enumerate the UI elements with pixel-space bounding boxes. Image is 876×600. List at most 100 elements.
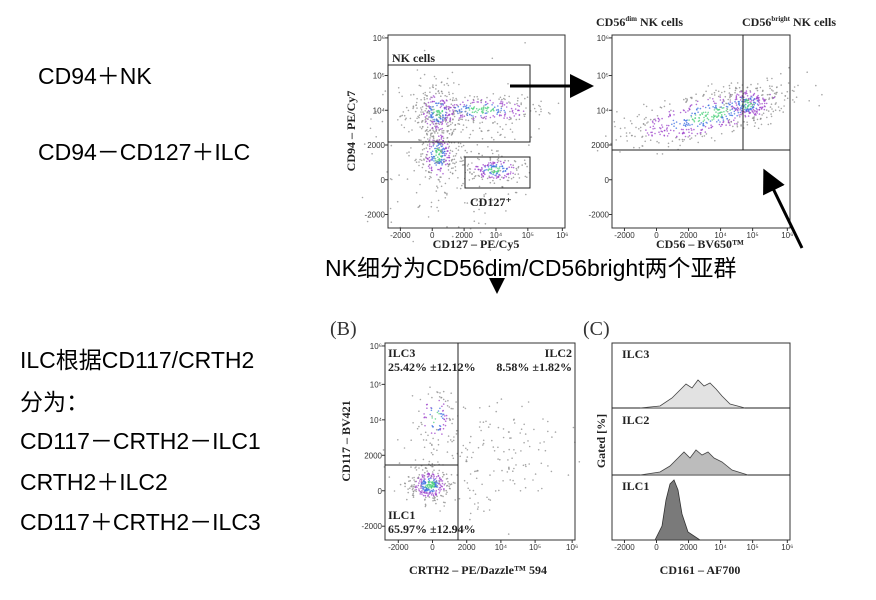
event-dot — [420, 487, 422, 489]
event-dot — [698, 119, 701, 122]
event-dot — [520, 103, 522, 106]
event-dot — [421, 423, 423, 426]
event-dot — [438, 480, 441, 483]
event-dot — [684, 120, 687, 122]
event-dot — [532, 103, 534, 106]
event-dot — [429, 135, 432, 137]
event-dot — [428, 480, 431, 482]
event-dot — [419, 480, 421, 482]
event-dot — [435, 128, 438, 131]
event-dot — [503, 450, 505, 453]
event-dot — [740, 97, 743, 99]
event-dot — [721, 101, 724, 104]
event-dot — [434, 496, 436, 499]
event-dot — [726, 118, 728, 120]
event-dot — [425, 486, 428, 489]
event-dot — [508, 101, 510, 103]
y-tick-label: 2000 — [367, 141, 385, 150]
event-dot — [705, 90, 707, 93]
event-dot — [754, 102, 757, 104]
event-dot — [442, 474, 445, 476]
event-dot — [518, 177, 521, 179]
event-dot — [437, 147, 439, 149]
event-dot — [502, 428, 505, 430]
event-dot — [442, 129, 445, 132]
event-dot — [432, 453, 434, 456]
event-dot — [728, 84, 731, 87]
event-dot — [444, 163, 447, 166]
event-dot — [721, 116, 724, 118]
event-dot — [429, 107, 432, 110]
event-dot — [441, 122, 444, 125]
plot-frame — [611, 34, 791, 229]
event-dot — [523, 159, 526, 161]
event-dot — [710, 137, 713, 139]
event-dot — [739, 109, 741, 111]
event-dot — [437, 439, 440, 441]
event-dot — [491, 57, 494, 60]
event-dot — [767, 123, 770, 126]
event-dot — [688, 135, 691, 137]
event-dot — [788, 66, 790, 69]
event-dot — [455, 433, 458, 435]
event-dot — [523, 441, 525, 444]
gate-value: 25.42% ±12.12% — [388, 360, 476, 374]
event-dot — [500, 133, 502, 136]
event-dot — [425, 416, 428, 419]
event-dot — [447, 165, 450, 168]
event-dot — [518, 118, 521, 121]
event-dot — [439, 144, 442, 146]
event-dot — [465, 104, 468, 107]
y-tick-label: 10⁴ — [370, 416, 383, 425]
event-dot — [760, 117, 762, 120]
event-dot — [669, 114, 671, 116]
x-tick-label: 0 — [430, 543, 435, 552]
event-dot — [544, 449, 547, 452]
event-dot — [420, 99, 422, 101]
gate — [387, 64, 531, 143]
event-dot — [462, 101, 464, 103]
event-dot — [495, 410, 498, 413]
event-dot — [664, 100, 666, 102]
event-dot — [722, 121, 724, 124]
event-dot — [512, 172, 514, 175]
event-dot — [438, 128, 441, 131]
event-dot — [473, 171, 475, 174]
event-dot — [481, 138, 484, 140]
event-dot — [697, 107, 699, 109]
event-dot — [509, 479, 512, 481]
event-dot — [447, 441, 449, 443]
event-dot — [424, 504, 427, 507]
event-dot — [519, 490, 522, 492]
note: CRTH2＋ILC2 — [20, 469, 168, 495]
event-dot — [440, 138, 443, 140]
event-dot — [478, 200, 481, 203]
event-dot — [443, 148, 446, 151]
event-dot — [547, 111, 550, 114]
event-dot — [437, 162, 439, 164]
event-dot — [499, 96, 502, 99]
event-dot — [670, 109, 672, 112]
event-dot — [472, 489, 475, 492]
event-dot — [447, 480, 449, 483]
event-dot — [682, 124, 685, 126]
event-dot — [451, 122, 454, 124]
event-dot — [442, 398, 445, 401]
event-dot — [453, 113, 456, 115]
event-dot — [504, 98, 506, 101]
event-dot — [448, 132, 451, 135]
event-dot — [514, 108, 517, 110]
event-dot — [514, 138, 516, 141]
event-dot — [427, 130, 429, 133]
event-dot — [429, 119, 432, 122]
event-dot — [768, 93, 770, 96]
event-dot — [381, 120, 384, 123]
event-dot — [524, 486, 527, 489]
event-dot — [399, 115, 401, 118]
event-dot — [408, 151, 410, 153]
event-dot — [696, 132, 699, 135]
event-dot — [472, 129, 474, 132]
event-dot — [793, 86, 796, 88]
event-dot — [441, 99, 443, 101]
event-dot — [732, 125, 734, 128]
